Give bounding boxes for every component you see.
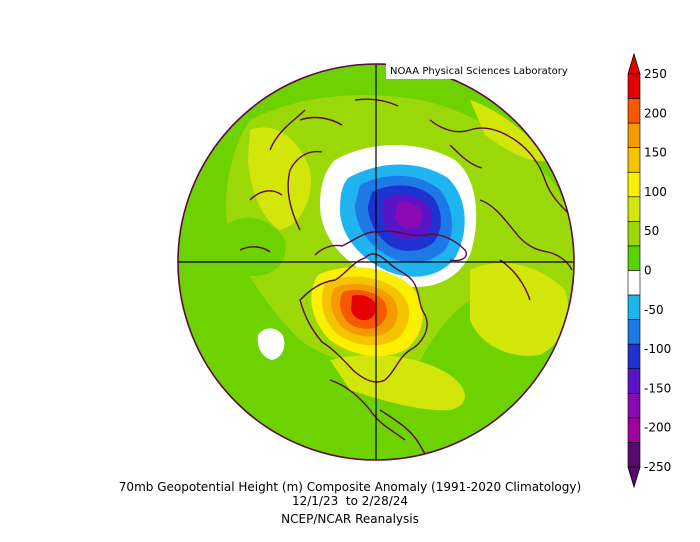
colorbar-label: 150: [644, 146, 667, 160]
globe-outline: [177, 63, 575, 461]
colorbar-label: -200: [644, 421, 671, 435]
colorbar-swatch: [627, 122, 641, 148]
colorbar-swatch: [627, 171, 641, 198]
caption-title: 70mb Geopotential Height (m) Composite A…: [118, 480, 582, 494]
colorbar-swatch: [627, 221, 641, 247]
caption-dates: 12/1/23 to 2/28/24: [0, 494, 700, 508]
colorbar-swatch: [627, 73, 641, 99]
colorbar-label: 250: [644, 67, 667, 81]
coastlines: [239, 98, 573, 460]
colorbar-label: 0: [644, 264, 652, 278]
colorbar-top-arrow: [627, 52, 641, 75]
colorbar-label: -150: [644, 381, 671, 395]
colorbar-label: 200: [644, 106, 667, 120]
date-end: 2/28/24: [361, 494, 409, 508]
colorbar-swatch: [627, 245, 641, 271]
colorbar-swatch: [627, 147, 641, 173]
colorbar-swatch: [627, 319, 641, 345]
colorbar-swatch: [627, 393, 641, 419]
colorbar-label: -50: [644, 303, 664, 317]
colorbar-swatch: [627, 270, 641, 296]
colorbar-swatch: [627, 294, 641, 320]
colorbar-legend: 250 200 150 100 50 0 -50 -100 -150 -200 -250: [627, 52, 671, 489]
anomaly-field: [180, 95, 574, 460]
colorbar-swatch: [627, 98, 641, 124]
colorbar-label: 50: [644, 224, 659, 238]
credit-text: NOAA Physical Sciences Laboratory: [390, 66, 568, 77]
colorbar-label: 100: [644, 185, 667, 199]
colorbar-bottom-arrow: [627, 466, 641, 489]
date-start: 12/1/23: [291, 494, 339, 508]
colorbar-label: -100: [644, 342, 671, 356]
colorbar-swatch: [627, 343, 641, 370]
colorbar-swatch: [627, 368, 641, 394]
caption-source: NCEP/NCAR Reanalysis: [281, 512, 419, 526]
colorbar-label: -250: [644, 460, 671, 474]
colorbar-swatch: [627, 196, 641, 222]
date-separator: to: [345, 494, 358, 508]
credit-box: [386, 63, 576, 79]
colorbar-swatch: [627, 442, 641, 468]
colorbar-swatch: [627, 417, 641, 443]
